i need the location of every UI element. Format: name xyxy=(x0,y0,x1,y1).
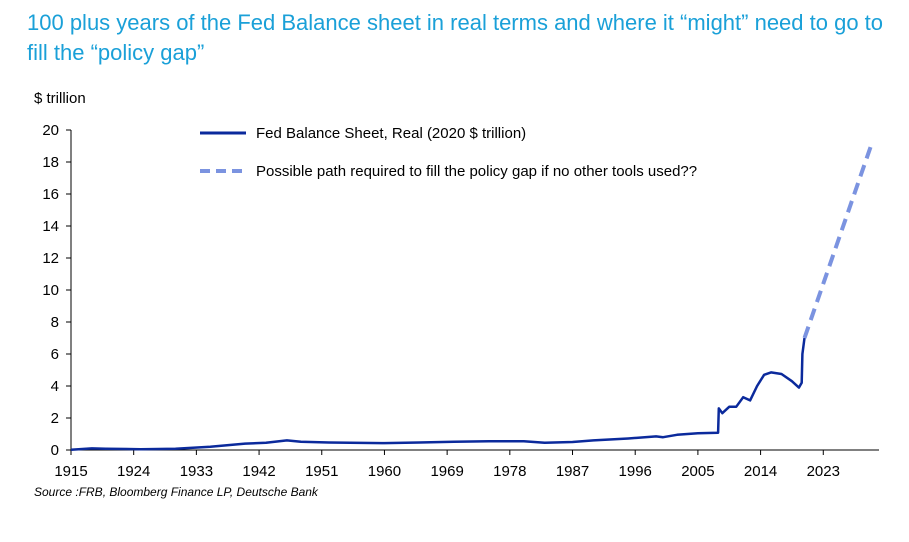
y-tick-label: 6 xyxy=(51,346,59,363)
y-tick-label: 2 xyxy=(51,410,59,427)
y-tick-label: 0 xyxy=(51,442,59,459)
x-tick-label: 2014 xyxy=(744,463,777,480)
y-tick-label: 10 xyxy=(42,282,59,299)
chart-title: 100 plus years of the Fed Balance sheet … xyxy=(27,10,884,65)
y-tick-label: 12 xyxy=(42,250,59,267)
y-tick-label: 16 xyxy=(42,186,59,203)
x-tick-label: 1960 xyxy=(368,463,401,480)
x-tick-label: 1987 xyxy=(556,463,589,480)
x-tick-label: 1924 xyxy=(117,463,150,480)
x-tick-label: 1996 xyxy=(619,463,652,480)
series-line-policy-gap-path xyxy=(802,142,874,339)
x-tick-label: 2005 xyxy=(681,463,714,480)
x-tick-label: 1969 xyxy=(430,463,463,480)
y-axis-label: $ trillion xyxy=(34,90,86,107)
x-tick-label: 2023 xyxy=(807,463,840,480)
source-note: Source :FRB, Bloomberg Finance LP, Deuts… xyxy=(34,485,318,499)
y-tick-label: 20 xyxy=(42,122,59,139)
y-tick-label: 4 xyxy=(51,378,59,395)
legend-label: Fed Balance Sheet, Real (2020 $ trillion… xyxy=(256,125,526,142)
y-tick-label: 8 xyxy=(51,314,59,331)
x-tick-label: 1915 xyxy=(54,463,87,480)
x-tick-label: 1978 xyxy=(493,463,526,480)
series-line-fed-balance-sheet xyxy=(70,337,806,451)
y-tick-label: 18 xyxy=(42,154,59,171)
legend-label: Possible path required to fill the polic… xyxy=(256,163,697,180)
x-tick-label: 1942 xyxy=(242,463,275,480)
y-tick-label: 14 xyxy=(42,218,59,235)
x-tick-label: 1951 xyxy=(305,463,338,480)
x-tick-label: 1933 xyxy=(180,463,213,480)
